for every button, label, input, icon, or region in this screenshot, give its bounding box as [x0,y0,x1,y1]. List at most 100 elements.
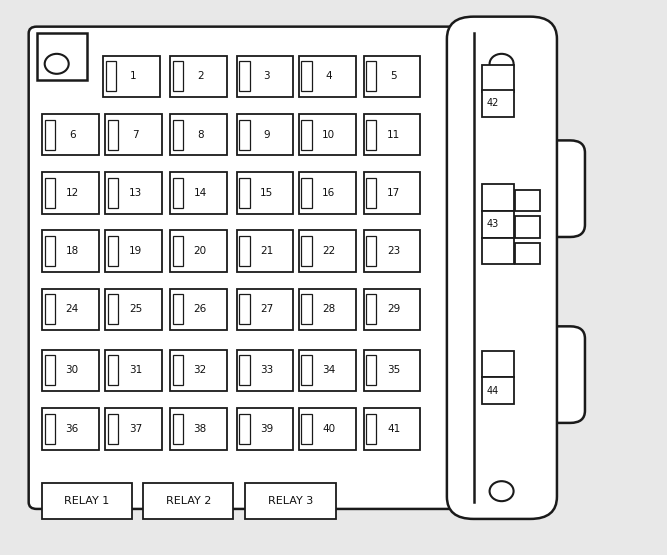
Bar [37,33,87,80]
Text: 27: 27 [260,304,273,315]
Bar [301,414,311,444]
Bar [364,56,420,97]
Bar [45,120,55,150]
Bar [515,243,540,264]
Text: 10: 10 [322,129,336,140]
Text: 31: 31 [129,365,142,376]
Bar [42,289,99,330]
Bar [173,120,183,150]
FancyBboxPatch shape [509,326,585,423]
Bar [108,178,118,208]
Bar [42,350,99,391]
Text: 37: 37 [129,423,142,434]
Bar [173,294,183,324]
Bar [299,408,356,450]
Bar [366,414,376,444]
Text: 25: 25 [129,304,142,315]
Text: RELAY 1: RELAY 1 [65,496,109,506]
Bar [105,114,162,155]
Bar [170,289,227,330]
Bar [299,230,356,272]
Bar [45,355,55,385]
Bar [239,414,249,444]
Bar [364,350,420,391]
Bar [515,190,540,211]
Bar [482,184,514,211]
Text: 14: 14 [193,188,207,198]
Text: 18: 18 [65,246,79,256]
Text: RELAY 3: RELAY 3 [268,496,313,506]
Bar [170,172,227,214]
Bar [301,236,311,266]
Bar [301,294,311,324]
Bar [366,236,376,266]
Bar [42,172,99,214]
Bar [482,90,514,117]
Bar [42,114,99,155]
Bar [239,120,249,150]
Bar [482,377,514,404]
Bar [515,216,540,238]
Bar [45,294,55,324]
Bar [299,56,356,97]
Bar [366,178,376,208]
Text: 1: 1 [130,71,137,82]
Bar [301,355,311,385]
Bar [301,178,311,208]
Text: 9: 9 [263,129,270,140]
Text: 32: 32 [193,365,207,376]
Text: 26: 26 [193,304,207,315]
Text: 40: 40 [322,423,336,434]
Bar [366,120,376,150]
Bar [239,236,249,266]
Bar [299,350,356,391]
Text: 34: 34 [322,365,336,376]
Bar [239,178,249,208]
Text: 17: 17 [387,188,400,198]
Text: 11: 11 [387,129,400,140]
Text: 2: 2 [197,71,203,82]
Circle shape [490,481,514,501]
Text: 22: 22 [322,246,336,256]
Bar [108,355,118,385]
Bar [239,355,249,385]
Bar [299,289,356,330]
Circle shape [45,54,69,74]
Text: 12: 12 [65,188,79,198]
Bar [105,230,162,272]
Bar [45,178,55,208]
Bar [42,230,99,272]
Bar [108,236,118,266]
Text: 28: 28 [322,304,336,315]
Bar [108,414,118,444]
Text: 24: 24 [65,304,79,315]
Bar [299,114,356,155]
Text: 38: 38 [193,423,207,434]
Bar [366,355,376,385]
Bar [105,350,162,391]
Text: 20: 20 [193,246,207,256]
Text: 35: 35 [387,365,400,376]
Bar [42,408,99,450]
Bar [237,172,293,214]
Bar [301,62,311,92]
Bar [173,236,183,266]
FancyBboxPatch shape [509,140,585,237]
Text: 36: 36 [65,423,79,434]
Bar [170,408,227,450]
Bar [364,408,420,450]
Bar [105,408,162,450]
Bar [237,408,293,450]
Text: 3: 3 [263,71,270,82]
Text: 30: 30 [65,365,79,376]
Bar [108,120,118,150]
Bar [239,294,249,324]
Text: 5: 5 [390,71,397,82]
Text: RELAY 2: RELAY 2 [165,496,211,506]
Text: 7: 7 [132,129,139,140]
Text: 19: 19 [129,246,142,256]
Bar [237,56,293,97]
Bar [105,172,162,214]
Bar [364,114,420,155]
Bar [482,211,514,238]
